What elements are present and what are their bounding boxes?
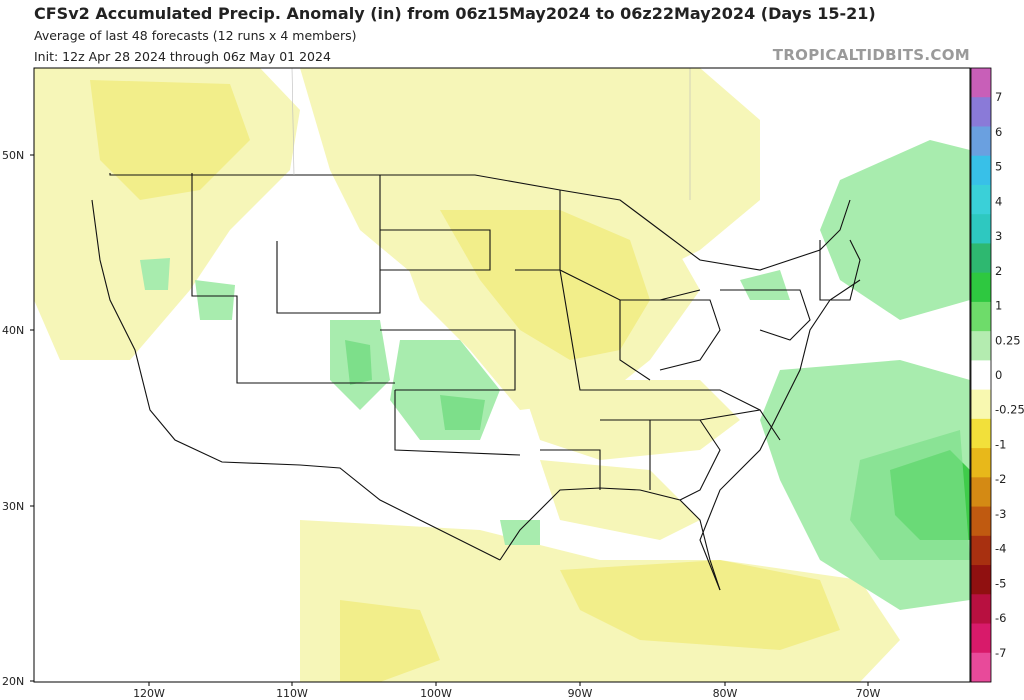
map-frame [33,67,971,683]
wet-region-idaho [140,258,170,290]
colorbar-swatch [971,418,991,449]
lon-label-90w: 90W [568,687,593,700]
east-coast [699,279,861,591]
lat-label-40n: 40N [2,324,24,337]
carolinas [699,409,781,441]
wet-region-oklahoma-core [440,395,485,430]
wet-region-atlantic-mid [850,430,970,560]
watermark: TROPICALTIDBITS.COM [772,46,970,64]
chart-subtitle: Average of last 48 forecasts (12 runs x … [34,28,357,43]
dry-region-caribbean-core [560,560,840,650]
lon-label-70w: 70W [856,687,881,700]
colorbar-swatch [971,68,991,98]
idaho-wyoming [276,175,381,314]
gridlines [291,68,691,200]
west-interior-lines [191,173,395,384]
colorbar-swatch [971,155,991,186]
colorbar-swatch [971,594,991,625]
init-info: Init: 12z Apr 28 2024 through 06z May 01… [34,49,331,64]
colorbar-swatch [971,97,991,127]
iowa-missouri [515,269,600,391]
wet-anomaly-regions [140,140,970,610]
lat-label-50n: 50N [2,149,24,162]
chart-title: CFSv2 Accumulated Precip. Anomaly (in) f… [34,4,876,23]
latitude-axis: 50N 40N 30N 20N [2,149,34,688]
lon-label-120w: 120W [133,687,165,700]
colorbar-label: 1 [995,299,1002,313]
oklahoma-texas [394,390,521,456]
colorbar-label: 0 [995,368,1002,382]
colorbar-label: 6 [995,125,1002,139]
colorbar-swatch [971,506,991,537]
colorbar-swatch [971,448,991,478]
colorbar-label: -0.25 [995,403,1024,417]
colorbar-swatch [971,623,991,654]
ohio [659,299,721,371]
colorbar-label: 0.25 [995,333,1021,347]
dry-anomaly-regions [34,68,900,682]
colorbar-swatch [971,184,991,215]
map-area [34,68,970,682]
lon-label-100w: 100W [420,687,452,700]
colorbar-swatch [971,214,991,244]
colorbar-label: 5 [995,160,1002,174]
colorbar-label: 7 [995,90,1002,104]
mississippi [540,449,601,490]
gulf-coast [499,487,721,591]
colorbar-swatch [971,243,991,274]
colorbar-swatch [971,565,991,595]
colorbar-label: -1 [995,437,1006,451]
wet-region-northeast [820,140,970,320]
wet-region-colorado-core [345,340,372,385]
colorbar-swatch [971,126,991,157]
colorbar-label: -4 [995,542,1006,556]
dry-region-upper-midwest-core [440,210,650,360]
wet-region-nevada [195,280,235,320]
colorbar-swatch [971,535,991,566]
political-borders [91,173,861,591]
colorbar-label: -5 [995,576,1006,590]
colorbar-legend: 7 6 5 4 3 2 1 0.25 0 -0.25 -1 -2 -3 -4 -5 -6 -7 [970,67,1024,683]
colorbar-swatch [971,272,991,303]
colorbar-label: -6 [995,611,1006,625]
colorbar-swatch [971,652,991,683]
colorbar-label: 4 [995,194,1002,208]
georgia [650,419,721,501]
colorbar-label: -3 [995,507,1006,521]
dry-region-mexico-core [340,600,440,682]
dakotas [380,229,491,271]
new-england [819,239,861,301]
colorbar-swatch [971,477,991,508]
colorbar-frame [970,67,992,683]
lon-label-80w: 80W [713,687,738,700]
colorbar-swatch [971,360,991,391]
wet-region-texas-coast [500,520,540,545]
us-canada-border [109,173,561,191]
lon-label-110w: 110W [276,687,308,700]
us-mexico-west [91,199,501,561]
indiana [619,300,651,381]
dry-region-northwest-core [90,80,250,200]
wet-region-new-england [740,270,790,300]
lat-label-20n: 20N [2,675,24,688]
longitude-axis: 120W 110W 100W 90W 80W 70W [133,682,881,700]
kansas [380,329,516,391]
colorbar-label: -2 [995,472,1006,486]
colorbar-label: -7 [995,646,1006,660]
pennsylvania [720,289,811,341]
tennessee-line [600,389,761,411]
great-lakes-border [559,189,851,271]
colorbar-swatch [971,389,991,420]
dry-region-gulf-coast [540,460,700,540]
lat-label-30n: 30N [2,500,24,513]
colorbar-swatch [971,301,991,332]
colorbar-swatch [971,331,991,361]
colorbar-label: 2 [995,264,1002,278]
colorbar-label: 3 [995,229,1002,243]
